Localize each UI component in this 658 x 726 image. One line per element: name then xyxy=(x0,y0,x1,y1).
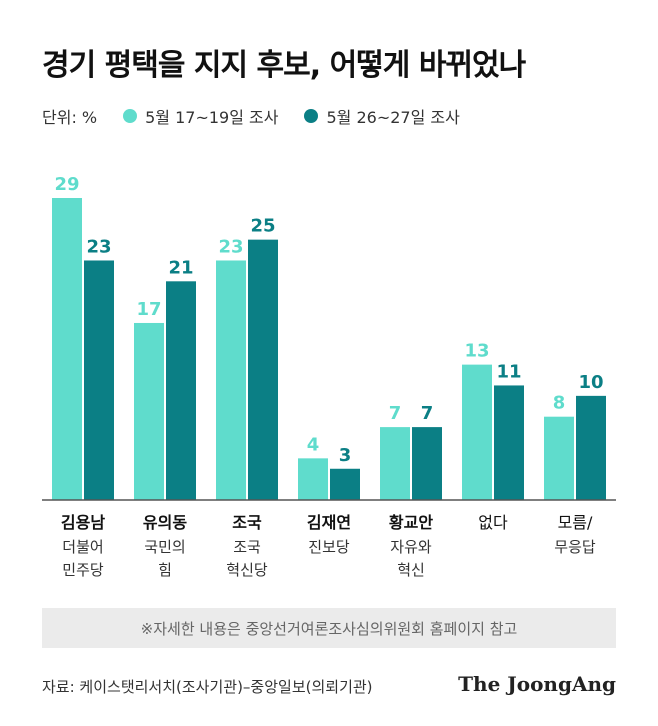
category-name-5: 없다 xyxy=(478,513,508,532)
chart-title: 경기 평택을 지지 후보, 어떻게 바뀌었나 xyxy=(42,48,526,83)
value-label-second-6: 10 xyxy=(578,372,603,393)
source-label: 자료: 케이스탯리서치(조사기관)–중앙일보(의뢰기관) xyxy=(42,678,373,696)
category-sub-2-0: 조국 xyxy=(233,538,261,556)
bar-second-survey-2 xyxy=(248,239,278,500)
bar-first-survey-2 xyxy=(216,260,246,500)
value-label-first-3: 4 xyxy=(307,434,320,455)
bar-first-survey-5 xyxy=(462,364,492,500)
bar-first-survey-4 xyxy=(380,427,410,500)
value-label-first-0: 29 xyxy=(54,174,79,195)
bar-first-survey-6 xyxy=(544,416,574,500)
category-sub-3-0: 진보당 xyxy=(308,538,350,556)
value-label-second-5: 11 xyxy=(496,361,521,382)
bar-second-survey-1 xyxy=(166,281,196,500)
category-name-3: 김재연 xyxy=(307,513,351,532)
bar-second-survey-6 xyxy=(576,395,606,500)
value-label-first-4: 7 xyxy=(389,403,402,424)
category-name-6: 모름/ xyxy=(558,513,593,532)
category-sub-4-1: 혁신 xyxy=(397,561,425,579)
value-label-first-2: 23 xyxy=(218,236,243,257)
unit-label: 단위: % xyxy=(42,108,98,127)
legend: 단위: % 5월 17~19일 조사 5월 26~27일 조사 xyxy=(42,104,486,128)
value-label-second-3: 3 xyxy=(339,445,352,466)
legend-swatch-second xyxy=(304,109,319,123)
legend-item-second: 5월 26~27일 조사 xyxy=(304,104,460,128)
value-label-first-6: 8 xyxy=(553,393,566,414)
value-label-second-0: 23 xyxy=(86,236,111,257)
bar-first-survey-3 xyxy=(298,458,328,500)
bar-second-survey-5 xyxy=(494,385,524,500)
category-sub-1-0: 국민의 xyxy=(144,538,185,556)
legend-item-first: 5월 17~19일 조사 xyxy=(123,104,278,128)
bar-second-survey-3 xyxy=(330,468,360,500)
category-name-0: 김용남 xyxy=(61,513,105,532)
legend-swatch-first xyxy=(123,109,138,123)
category-sub-6-0: 무응답 xyxy=(554,538,596,556)
category-sub-1-1: 힘 xyxy=(158,561,172,579)
category-name-2: 조국 xyxy=(232,513,262,532)
value-label-first-5: 13 xyxy=(464,341,489,362)
category-name-1: 유의동 xyxy=(143,513,187,532)
legend-label-first: 5월 17~19일 조사 xyxy=(145,108,279,127)
bar-first-survey-1 xyxy=(134,322,164,500)
value-label-first-1: 17 xyxy=(136,299,161,320)
bar-second-survey-0 xyxy=(84,260,114,500)
value-label-second-1: 21 xyxy=(168,257,193,278)
category-sub-2-1: 혁신당 xyxy=(226,561,268,579)
category-name-4: 황교안 xyxy=(389,513,433,532)
footnote: ※자세한 내용은 중앙선거여론조사심의위원회 홈페이지 참고 xyxy=(42,608,616,648)
bar-second-survey-4 xyxy=(412,427,442,500)
bar-first-survey-0 xyxy=(52,198,82,500)
legend-label-second: 5월 26~27일 조사 xyxy=(326,108,460,127)
category-sub-4-0: 자유와 xyxy=(390,538,432,556)
value-label-second-2: 25 xyxy=(250,216,275,237)
joongang-logo: The JoongAng xyxy=(458,672,616,696)
category-sub-0-1: 민주당 xyxy=(62,561,104,579)
category-sub-0-0: 더불어 xyxy=(62,538,103,556)
value-label-second-4: 7 xyxy=(421,403,434,424)
